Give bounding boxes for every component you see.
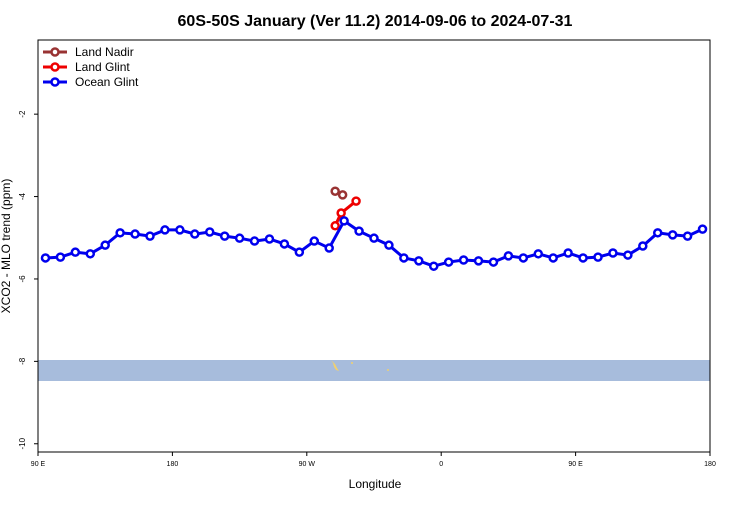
map-land bbox=[331, 360, 339, 371]
data-point bbox=[160, 225, 170, 235]
data-point bbox=[399, 253, 409, 263]
map-land bbox=[387, 369, 389, 371]
data-point bbox=[458, 255, 469, 265]
data-point bbox=[337, 190, 348, 200]
data-point bbox=[518, 253, 529, 263]
data-point bbox=[623, 250, 633, 260]
data-point bbox=[330, 221, 340, 231]
data-point bbox=[354, 226, 364, 236]
data-point bbox=[533, 249, 544, 259]
data-point bbox=[145, 231, 155, 241]
data-point bbox=[384, 240, 394, 250]
plot-frame bbox=[37, 39, 711, 453]
data-point bbox=[638, 241, 648, 251]
data-point bbox=[249, 236, 260, 246]
data-point bbox=[563, 248, 573, 258]
data-point bbox=[279, 239, 290, 249]
data-point bbox=[219, 231, 230, 241]
legend-marker bbox=[50, 77, 60, 87]
data-point bbox=[324, 243, 334, 253]
legend-label: Ocean Glint bbox=[75, 75, 139, 89]
series-line bbox=[45, 218, 704, 268]
map-land bbox=[351, 362, 353, 364]
legend-label: Land Nadir bbox=[75, 45, 134, 59]
legend-marker bbox=[50, 47, 60, 57]
data-point bbox=[548, 253, 558, 263]
data-point bbox=[55, 252, 66, 262]
y-tick-label: -4 bbox=[18, 192, 27, 200]
data-point bbox=[578, 253, 588, 263]
x-axis-label: Longitude bbox=[349, 477, 402, 491]
x-tick-label: 90 E bbox=[568, 461, 583, 468]
y-tick-label: -8 bbox=[18, 357, 27, 365]
data-point bbox=[473, 256, 484, 266]
chart-title: 60S-50S January (Ver 11.2) 2014-09-06 to… bbox=[178, 13, 573, 30]
data-point bbox=[100, 240, 110, 250]
data-point bbox=[697, 224, 708, 234]
data-point bbox=[682, 231, 693, 241]
data-point bbox=[175, 225, 185, 235]
data-point bbox=[351, 196, 361, 206]
x-tick-label: 180 bbox=[167, 461, 179, 468]
y-tick-label: -6 bbox=[18, 275, 27, 283]
data-point bbox=[40, 253, 51, 263]
data-point bbox=[115, 228, 125, 238]
data-point bbox=[264, 234, 275, 244]
data-point bbox=[428, 261, 439, 271]
legend-label: Land Glint bbox=[75, 60, 130, 74]
data-point bbox=[667, 230, 678, 240]
data-point bbox=[593, 252, 603, 262]
data-point bbox=[130, 229, 140, 239]
data-point bbox=[234, 233, 245, 243]
data-point bbox=[204, 227, 215, 237]
y-tick-label: -2 bbox=[18, 110, 27, 118]
x-tick-label: 180 bbox=[704, 461, 716, 468]
data-point bbox=[443, 257, 454, 267]
data-point bbox=[339, 216, 349, 226]
data-point bbox=[330, 186, 340, 196]
y-tick-label: -10 bbox=[18, 437, 27, 449]
data-point bbox=[336, 208, 346, 218]
map-band bbox=[38, 360, 710, 381]
x-tick-label: 90 W bbox=[299, 461, 316, 468]
data-point bbox=[369, 233, 379, 243]
x-tick-label: 0 bbox=[439, 461, 443, 468]
x-tick-label: 90 E bbox=[31, 461, 46, 468]
data-point bbox=[309, 236, 320, 246]
data-point bbox=[294, 247, 305, 257]
data-point bbox=[85, 249, 96, 259]
y-axis-label: XCO2 - MLO trend (ppm) bbox=[0, 179, 13, 314]
data-point bbox=[652, 228, 663, 238]
data-point bbox=[608, 248, 618, 258]
data-point bbox=[503, 251, 514, 261]
data-point bbox=[414, 256, 424, 266]
data-point bbox=[488, 257, 499, 267]
data-point bbox=[190, 229, 200, 239]
data-point bbox=[70, 247, 81, 257]
legend-marker bbox=[50, 62, 60, 72]
